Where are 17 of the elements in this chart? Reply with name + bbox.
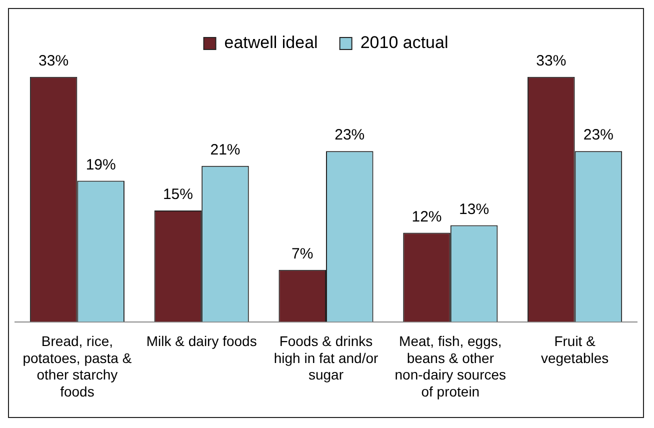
data-label: 33% xyxy=(536,52,566,70)
x-tick-label: Meat, fish, eggs, beans & other non-dairy sources of protein xyxy=(394,333,506,400)
data-label: 23% xyxy=(334,126,365,144)
data-label: 23% xyxy=(583,126,614,144)
legend-label: 2010 actual xyxy=(360,33,448,52)
x-tick-label: Milk & dairy foods xyxy=(146,333,257,350)
data-label: 19% xyxy=(86,156,116,174)
data-label: 13% xyxy=(459,200,490,218)
data-label: 15% xyxy=(162,186,193,204)
x-tick-label: Fruit & vegetables xyxy=(540,333,609,366)
data-label: 12% xyxy=(412,208,442,226)
data-label: 21% xyxy=(210,142,240,159)
data-label: 7% xyxy=(292,245,314,262)
legend-label: eatwell ideal xyxy=(224,33,318,52)
x-tick-label: Bread, rice, potatoes, pasta & other starchy foods xyxy=(22,333,132,400)
data-label: 33% xyxy=(38,52,69,70)
x-tick-label: Foods & drinks high in fat and/or sugar xyxy=(274,333,378,383)
